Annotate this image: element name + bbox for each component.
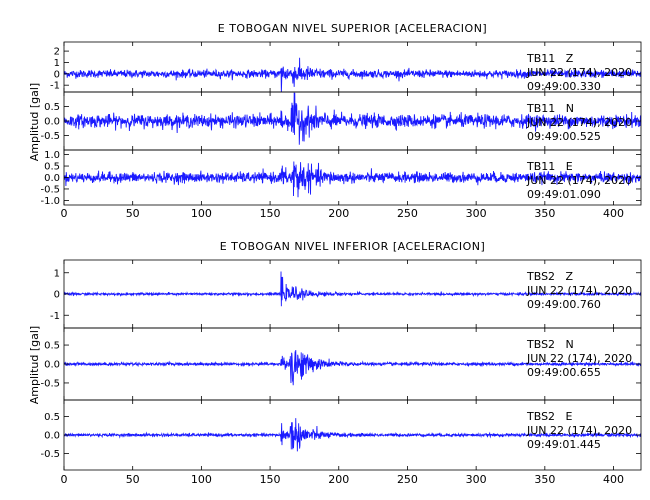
chart-group-1: E TOBOGAN NIVEL SUPERIOR [ACELERACION] Am…	[28, 22, 642, 220]
chart-title: E TOBOGAN NIVEL INFERIOR [ACELERACION]	[220, 240, 486, 253]
y-tick-label: 1	[54, 268, 60, 279]
record-time: 09:49:01.090	[527, 188, 601, 201]
y-tick-label: 0	[54, 69, 60, 80]
record-date: JUN 22 (174), 2020	[526, 66, 632, 79]
waveform-trace	[64, 92, 641, 145]
waveform-trace	[64, 161, 641, 198]
y-tick-label: 0.5	[44, 412, 60, 423]
waveform-trace	[64, 57, 641, 92]
record-date: JUN 22 (174), 2020	[526, 116, 632, 129]
x-tick-label: 300	[466, 473, 487, 486]
channel-label: TBS2 Z	[526, 270, 574, 283]
record-date: JUN 22 (174), 2020	[526, 424, 632, 437]
x-tick-label: 400	[603, 207, 624, 220]
x-tick-label: 250	[397, 207, 418, 220]
x-tick-label: 0	[61, 207, 68, 220]
record-date: JUN 22 (174), 2020	[526, 352, 632, 365]
record-time: 09:49:00.655	[527, 366, 601, 379]
x-tick-label: 300	[466, 207, 487, 220]
x-tick-label: 150	[260, 207, 281, 220]
x-tick-label: 250	[397, 473, 418, 486]
y-tick-label: -1	[50, 81, 60, 92]
y-tick-label: -1.0	[40, 196, 60, 207]
y-tick-label: 2	[54, 47, 60, 58]
channel-label: TBS2 N	[526, 338, 574, 351]
x-tick-label: 100	[191, 207, 212, 220]
y-tick-label: 0.5	[44, 162, 60, 173]
x-tick-label: 400	[603, 473, 624, 486]
y-axis-label: Amplitud [gal]	[28, 83, 41, 161]
y-tick-label: -0.5	[40, 184, 60, 195]
record-date: JUN 22 (174), 2020	[526, 174, 632, 187]
record-time: 09:49:00.525	[527, 130, 601, 143]
y-tick-label: -0.5	[40, 131, 60, 142]
y-tick-label: 0	[54, 290, 60, 301]
x-tick-label: 200	[328, 207, 349, 220]
chart-title: E TOBOGAN NIVEL SUPERIOR [ACELERACION]	[218, 22, 487, 35]
channel-label: TB11 N	[526, 102, 574, 115]
waveform-trace	[64, 271, 641, 307]
y-tick-label: 0.0	[44, 360, 60, 371]
x-tick-label: 50	[126, 473, 140, 486]
y-tick-label: -0.5	[40, 378, 60, 389]
waveform-trace	[64, 350, 641, 386]
y-tick-label: 0.0	[44, 173, 60, 184]
y-tick-label: 0.0	[44, 431, 60, 442]
x-tick-label: 200	[328, 473, 349, 486]
x-tick-label: 50	[126, 207, 140, 220]
x-tick-label: 0	[61, 473, 68, 486]
record-time: 09:49:00.760	[527, 298, 601, 311]
y-tick-label: 0.5	[44, 102, 60, 113]
y-tick-label: 1.0	[44, 150, 60, 161]
x-tick-label: 350	[534, 207, 555, 220]
chart-group-2: E TOBOGAN NIVEL INFERIOR [ACELERACION] Am…	[28, 240, 642, 486]
x-tick-label: 150	[260, 473, 281, 486]
y-tick-label: -0.5	[40, 449, 60, 460]
channel-label: TB11 Z	[526, 52, 574, 65]
channel-label: TB11 E	[526, 160, 573, 173]
y-tick-label: -1	[50, 311, 60, 322]
record-time: 09:49:00.330	[527, 80, 601, 93]
x-tick-label: 100	[191, 473, 212, 486]
record-time: 09:49:01.445	[527, 438, 601, 451]
y-tick-label: 0.0	[44, 117, 60, 128]
record-date: JUN 22 (174), 2020	[526, 284, 632, 297]
x-tick-label: 350	[534, 473, 555, 486]
y-axis-label: Amplitud [gal]	[28, 326, 41, 404]
waveform-trace	[64, 418, 641, 452]
y-tick-label: 1	[54, 58, 60, 69]
channel-label: TBS2 E	[526, 410, 573, 423]
y-tick-label: 0.5	[44, 341, 60, 352]
